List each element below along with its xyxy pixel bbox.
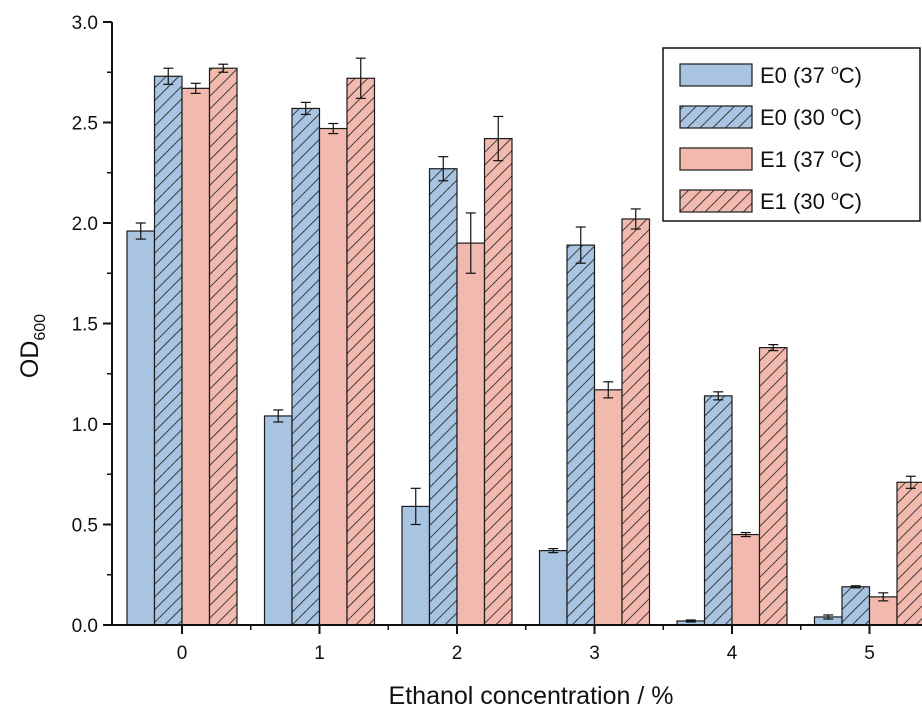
y-tick-label: 1.5 — [72, 315, 98, 336]
bar-1-1 — [291, 107, 321, 626]
bar-3-4 — [758, 347, 788, 626]
legend-swatch — [679, 105, 753, 129]
x-tick-label: 3 — [589, 643, 600, 664]
bar-3-3 — [621, 218, 651, 626]
error-bars — [135, 57, 916, 623]
error-bar-3-2 — [493, 115, 504, 162]
x-tick-label: 1 — [314, 643, 325, 664]
legend-swatch — [679, 189, 753, 213]
bar-3-2 — [483, 137, 513, 626]
error-bar-3-3 — [630, 208, 641, 230]
x-tick-label: 2 — [452, 643, 463, 664]
legend-label: E0 (30 oC) — [760, 103, 862, 130]
bar-2-1 — [318, 127, 348, 626]
error-bar-1-4 — [713, 391, 724, 401]
error-bar-2-5 — [878, 592, 889, 602]
bar-1-2 — [428, 168, 458, 626]
error-bar-0-4 — [685, 619, 696, 623]
bar-0-3 — [538, 550, 568, 626]
error-bar-1-0 — [163, 67, 174, 85]
legend-label: E1 (30 oC) — [760, 187, 862, 214]
legend: E0 (37 oC) E0 (30 oC) E1 (37 oC) E1 (30 oC) — [662, 47, 921, 222]
bar-1-0 — [153, 75, 183, 626]
error-bar-3-0 — [218, 63, 229, 73]
bar-2-3 — [593, 389, 623, 626]
y-tick-label: 3.0 — [72, 13, 98, 34]
bar-1-3 — [566, 244, 596, 626]
y-tick-label: 2.0 — [72, 214, 98, 235]
legend-swatch — [679, 63, 753, 87]
x-axis-ticks: 0 1 2 3 4 5 — [177, 625, 875, 664]
error-bar-0-5 — [823, 614, 834, 620]
x-tick-label: 4 — [727, 643, 738, 664]
error-bar-3-1 — [355, 57, 366, 99]
legend-entry-3: E1 (30 oC) — [679, 187, 862, 214]
error-bar-1-2 — [438, 156, 449, 182]
bar-2-0 — [181, 87, 211, 626]
y-tick-label: 1.0 — [72, 415, 98, 436]
y-axis-title: OD600 — [16, 314, 49, 378]
y-axis-title-subscript: 600 — [32, 314, 49, 341]
error-bar-2-0 — [190, 82, 201, 94]
error-bar-2-2 — [465, 212, 476, 274]
legend-swatch — [679, 147, 753, 171]
legend-label: E0 (37 oC) — [760, 61, 862, 88]
bar-3-1 — [346, 77, 376, 626]
legend-label: E1 (37 oC) — [760, 145, 862, 172]
legend-entry-0: E0 (37 oC) — [679, 61, 862, 88]
error-bar-1-3 — [575, 226, 586, 264]
bar-3-0 — [208, 67, 238, 626]
bar-2-2 — [456, 242, 486, 626]
error-bar-2-4 — [740, 531, 751, 538]
bar-1-5 — [841, 586, 871, 626]
x-tick-label: 0 — [177, 643, 188, 664]
y-axis-title-main: OD — [16, 341, 44, 379]
bar-1-4 — [703, 395, 733, 626]
bar-0-0 — [126, 230, 156, 626]
error-bar-2-3 — [603, 381, 614, 399]
error-bar-0-3 — [548, 548, 559, 554]
error-bar-2-1 — [328, 122, 339, 135]
error-bar-3-5 — [905, 475, 916, 489]
y-axis-ticks: 0.0 0.5 1.0 1.5 2.0 2.5 3.0 — [72, 13, 112, 637]
error-bar-3-4 — [768, 344, 779, 352]
legend-entry-2: E1 (37 oC) — [679, 145, 862, 172]
error-bar-0-2 — [410, 487, 421, 526]
bar-3-5 — [896, 481, 922, 626]
y-tick-label: 0.0 — [72, 616, 98, 637]
x-axis-title: Ethanol concentration / % — [389, 682, 674, 710]
error-bar-0-1 — [273, 409, 284, 423]
error-bar-1-1 — [300, 101, 311, 116]
bar-0-1 — [263, 415, 293, 626]
y-tick-label: 2.5 — [72, 114, 98, 135]
bar-2-4 — [731, 533, 761, 626]
legend-entry-1: E0 (30 oC) — [679, 103, 862, 130]
error-bar-0-0 — [135, 222, 146, 240]
error-bar-1-5 — [850, 585, 861, 589]
y-tick-label: 0.5 — [72, 516, 98, 537]
x-tick-label: 5 — [864, 643, 875, 664]
